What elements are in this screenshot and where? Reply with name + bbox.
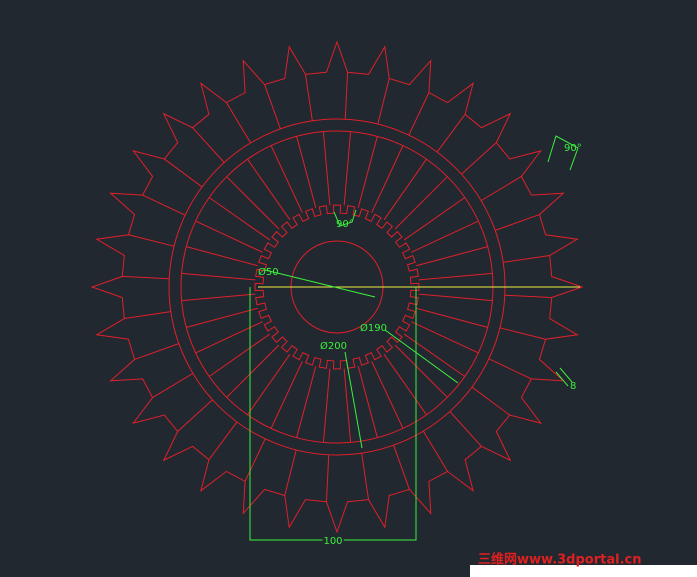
blade [488,358,532,380]
dimensions [249,135,579,541]
watermark-bar [470,565,697,577]
blade [192,127,225,163]
thickness-mark [555,371,569,387]
blade [503,254,550,263]
blade [181,272,256,281]
blade [304,74,313,121]
blade [411,321,479,354]
blade [128,234,175,247]
angle-mark [547,135,579,171]
dimension-label: 100 [323,536,342,547]
blade [322,368,331,443]
blade [270,361,303,429]
blade [284,449,297,496]
blade [408,92,430,136]
blade [122,275,170,280]
leader [264,269,376,298]
blade [181,293,256,302]
blade [195,321,263,354]
blade [270,145,303,213]
blade [296,136,317,208]
blade [226,344,280,398]
blade [371,145,404,213]
blade [403,197,466,241]
blade [393,445,410,490]
blade [416,307,488,328]
blade [394,176,448,230]
watermark: 三维网www.3dportal.cn [478,552,641,568]
blade [436,114,466,153]
blade [226,176,280,230]
blade [343,368,352,443]
blade [357,136,378,208]
blade [383,353,427,416]
blade [344,72,349,120]
blade [461,142,497,175]
blade [142,194,186,216]
angle-label: 90° [564,143,582,154]
blade [186,307,258,328]
blade [177,399,213,432]
blade [164,158,203,188]
blade [418,293,493,302]
blade [247,158,291,221]
blade [422,430,448,472]
blade [361,453,370,500]
blade [152,372,194,398]
blade [343,131,352,206]
blade [383,158,427,221]
blade [134,343,179,360]
blade [394,344,448,398]
blade [244,438,266,482]
blade [495,214,540,231]
blade [264,84,281,129]
blade [416,246,488,267]
blade [504,294,552,299]
inner-gear [254,204,420,370]
blade [377,78,390,125]
blade [499,327,546,340]
blade [322,131,331,206]
blade [208,421,238,460]
angle-mark [333,209,357,227]
blade [296,366,317,438]
blade [226,102,252,144]
geometry [90,40,584,534]
leader [384,329,459,384]
blade [208,333,271,377]
blade [418,272,493,281]
blade [357,366,378,438]
dimension-label: 8 [570,381,576,392]
blade [411,220,479,253]
dimension-label: Ø200 [320,340,347,352]
blade [325,454,330,502]
thickness-mark [559,367,573,383]
dimension-label: Ø50 [258,266,279,278]
blade [471,386,510,416]
blade [371,361,404,429]
blade [208,197,271,241]
blade [247,353,291,416]
blade [449,411,482,447]
width-dimension [249,287,417,541]
blade [186,246,258,267]
angle-label: 90° [336,219,354,230]
blade [403,333,466,377]
leader [344,351,363,449]
blade [195,220,263,253]
blade [124,311,171,320]
blade [480,176,522,202]
dimension-label: Ø190 [360,322,387,334]
